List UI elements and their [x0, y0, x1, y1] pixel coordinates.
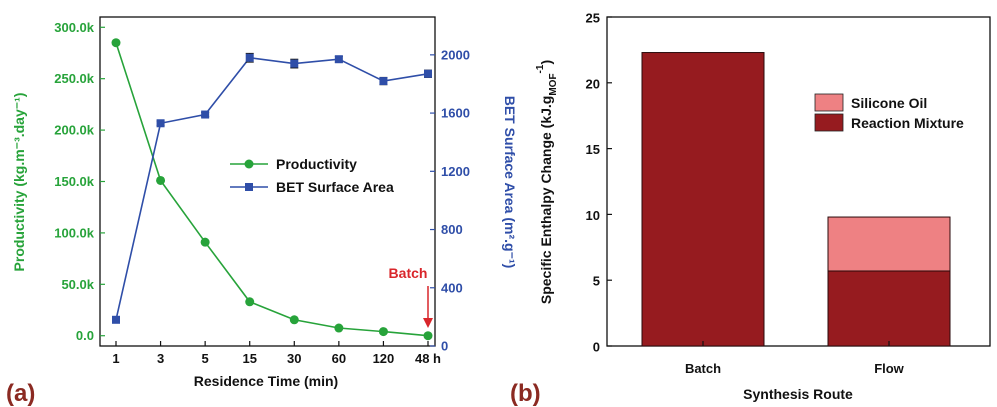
legend-silicone-oil-label: Silicone Oil — [851, 95, 927, 111]
panel-b-plot-frame — [606, 16, 991, 347]
x-tick-label: 30 — [287, 351, 301, 366]
bet-surface-area-point — [379, 77, 388, 86]
left-y-tick-label: 300.0k — [54, 20, 95, 35]
bar-flow-silicone-oil — [827, 216, 951, 272]
bet-surface-area-point — [156, 119, 165, 128]
bet-surface-area-point — [290, 59, 299, 68]
bet-surface-area-point — [201, 110, 210, 119]
bet-surface-area-point — [112, 315, 120, 324]
panel-a-left-axis-title: Productivity (kg.m⁻³.day⁻¹) — [11, 93, 27, 272]
batch-annotation: Batch — [389, 265, 433, 328]
batch-annotation-label: Batch — [389, 265, 428, 281]
panel-b-label: (b) — [510, 380, 541, 407]
productivity-point — [378, 327, 388, 337]
x-tick-label: 120 — [373, 351, 395, 366]
bet-surface-area-point — [424, 69, 432, 78]
batch-annotation-arrow-head — [423, 318, 433, 328]
panel-b-legend: Silicone Oil Reaction Mixture — [814, 93, 964, 132]
y-tick-label: 15 — [586, 142, 600, 157]
x-tick-label: 5 — [202, 351, 209, 366]
bet-surface-area-point — [245, 53, 254, 62]
panel-b-y-axis-title-sup: -1 — [535, 64, 546, 73]
left-y-tick-label: 250.0k — [54, 71, 95, 86]
right-y-tick-label: 1200 — [441, 164, 470, 179]
panel-b-enthalpy-chart: Batch Flow 0 5 10 15 20 25 Synthesis Route Spec… — [510, 11, 991, 407]
legend-bet-label: BET Surface Area — [276, 179, 394, 195]
legend-silicone-oil-swatch — [814, 93, 844, 112]
right-y-tick-label: 0 — [441, 339, 448, 354]
legend-productivity-marker — [244, 159, 254, 169]
x-tick-label: 60 — [332, 351, 346, 366]
panel-b-y-axis-title-main: Specific Enthalpy Change (kJ.g — [538, 96, 554, 305]
productivity-point — [200, 237, 210, 247]
bet-surface-area-series-line — [115, 56, 429, 320]
bar-flow-reaction-mixture — [827, 270, 951, 347]
right-y-tick-label: 2000 — [441, 47, 470, 62]
x-tick-label: 1 — [112, 351, 119, 366]
y-tick-label: 25 — [586, 11, 600, 26]
bet-surface-area-point — [334, 55, 343, 64]
x-tick-label: Batch — [685, 361, 721, 376]
left-y-tick-label: 0.0 — [76, 328, 94, 343]
right-y-tick-label: 400 — [441, 280, 463, 295]
panel-a-productivity-bet-chart: 1 3 5 15 30 60 120 48 h 0.0 50.0k 100.0k 150.0k 200.… — [6, 16, 518, 407]
x-tick-label: 48 h — [415, 351, 441, 366]
y-tick-label: 10 — [586, 208, 600, 223]
left-y-tick-label: 100.0k — [54, 225, 95, 240]
left-y-tick-label: 150.0k — [54, 174, 95, 189]
panel-a-legend: Productivity BET Surface Area — [230, 156, 394, 195]
panel-b-x-axis-title: Synthesis Route — [743, 386, 853, 402]
y-tick-label: 20 — [586, 76, 600, 91]
y-tick-label: 5 — [593, 274, 600, 289]
productivity-point — [334, 323, 344, 333]
left-y-tick-label: 50.0k — [61, 277, 94, 292]
panel-b-y-axis-title-sub: MOF — [548, 73, 559, 95]
panel-a-label: (a) — [6, 380, 35, 407]
legend-bet-marker — [245, 183, 253, 191]
productivity-series-line — [115, 42, 429, 337]
right-y-tick-label: 1600 — [441, 106, 470, 121]
panel-a-right-axis-title: BET Surface Area (m².g⁻¹) — [502, 96, 518, 269]
x-tick-label: Flow — [874, 361, 904, 376]
productivity-point — [111, 38, 121, 48]
legend-reaction-mixture-swatch — [814, 113, 844, 132]
right-y-tick-label: 800 — [441, 222, 463, 237]
productivity-point — [156, 175, 166, 185]
legend-reaction-mixture-label: Reaction Mixture — [851, 115, 964, 131]
x-tick-label: 15 — [242, 351, 256, 366]
x-tick-label: 3 — [157, 351, 164, 366]
y-tick-label: 0 — [593, 340, 600, 355]
productivity-point — [245, 297, 255, 307]
left-y-tick-label: 200.0k — [54, 123, 95, 138]
panel-b-y-axis-title: Specific Enthalpy Change (kJ.gMOF-1) — [535, 60, 559, 304]
panel-b-y-axis-title-close: ) — [538, 60, 554, 65]
productivity-point — [423, 331, 433, 341]
panel-a-x-axis-title: Residence Time (min) — [194, 373, 338, 389]
bar-batch-reaction-mixture — [641, 52, 765, 347]
legend-productivity-label: Productivity — [276, 156, 357, 172]
productivity-point — [289, 315, 299, 325]
